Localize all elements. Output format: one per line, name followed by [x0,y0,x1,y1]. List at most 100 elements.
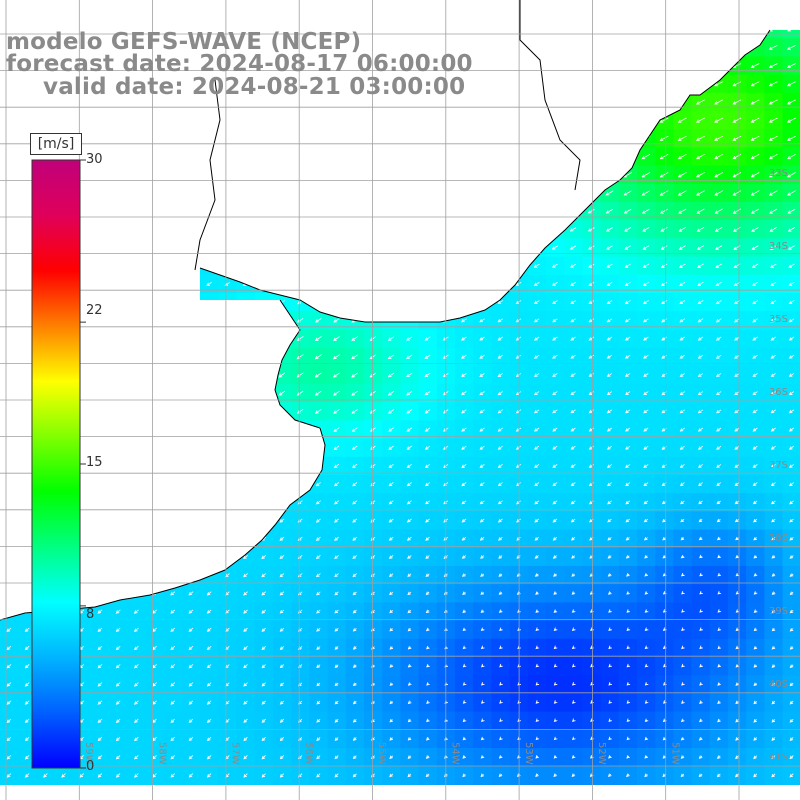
field-cell [564,365,583,385]
field-cell [473,420,492,440]
field-cell [0,729,19,749]
field-cell [546,365,565,385]
wind-arrow [552,427,558,432]
field-cell [746,220,765,239]
wind-arrow [570,427,576,432]
field-cell [273,657,292,676]
field-cell [709,129,729,148]
wind-arrow [406,482,412,487]
wind-arrow [642,263,650,268]
wind-arrow [407,609,412,614]
wind-arrow [662,755,667,759]
field-cell [655,311,674,330]
wind-arrow [499,645,503,650]
wind-arrow [333,408,340,414]
wind-arrow [479,427,485,432]
field-cell [327,384,347,403]
wind-arrow [753,755,758,760]
wind-arrow [426,682,430,686]
wind-arrow [644,718,649,722]
wind-arrow [570,300,576,305]
wind-arrow [279,536,285,541]
wind-arrow [786,63,796,68]
field-cell [764,74,784,94]
wind-arrow [387,372,395,378]
field-cell [491,475,511,494]
field-cell [109,657,128,676]
field-cell [728,238,747,258]
field-cell [764,638,784,658]
wind-arrow [643,427,649,432]
wind-arrow [24,682,30,687]
wind-arrow [571,555,576,559]
wind-arrow [588,354,595,359]
wind-arrow [789,664,794,668]
field-cell [527,274,547,294]
field-cell [618,547,638,567]
field-cell [109,638,128,658]
wind-arrow [644,573,648,577]
field-cell [618,365,638,385]
field-cell [382,547,401,567]
wind-arrow [553,700,558,704]
wind-arrow [352,664,357,668]
field-cell [291,511,310,531]
wind-arrow [316,718,321,723]
field-cell [527,566,547,585]
wind-arrow [206,282,212,286]
wind-arrow [678,245,686,250]
field-cell [728,329,747,349]
field-cell [637,420,656,440]
field-cell [527,511,547,531]
field-cell [163,675,183,694]
field-cell [709,274,729,294]
field-cell [527,402,547,421]
wind-arrow [768,63,778,68]
field-cell [218,766,238,785]
wind-arrow [735,609,740,613]
field-cell [127,711,147,731]
wind-arrow [587,208,595,214]
field-cell [291,729,310,749]
wind-arrow [480,591,485,595]
wind-arrow [479,536,485,541]
wind-arrow [606,427,613,432]
field-cell [418,547,438,567]
wind-arrow [697,373,704,377]
field-cell [582,384,602,403]
field-cell [473,475,492,494]
wind-arrow [714,135,724,141]
field-cell [127,729,147,749]
field-cell [728,693,747,713]
field-cell [673,420,693,440]
wind-arrow [753,591,758,595]
wind-arrow [188,773,194,778]
wind-arrow [553,681,558,686]
field-cell [400,493,420,512]
field-cell [327,638,347,658]
field-cell [527,347,547,367]
field-cell [400,748,420,767]
field-cell [691,493,711,512]
wind-arrow [608,627,612,631]
field-cell [400,475,420,494]
wind-arrow [278,372,286,378]
wind-arrow [115,627,121,632]
field-cell [709,329,729,349]
field-cell [746,329,765,349]
wind-arrow [771,537,776,541]
field-cell [655,420,674,440]
field-cell [418,420,438,440]
wind-arrow [6,773,12,778]
field-cell [637,220,656,239]
wind-arrow [534,573,539,577]
wind-arrow [788,409,795,414]
wind-arrow [750,172,760,178]
wind-arrow [626,591,630,595]
wind-arrow [679,354,686,359]
field-cell [309,493,329,512]
field-cell [746,475,765,494]
field-cell [218,693,238,713]
wind-arrow [534,445,540,450]
field-cell [273,729,292,749]
